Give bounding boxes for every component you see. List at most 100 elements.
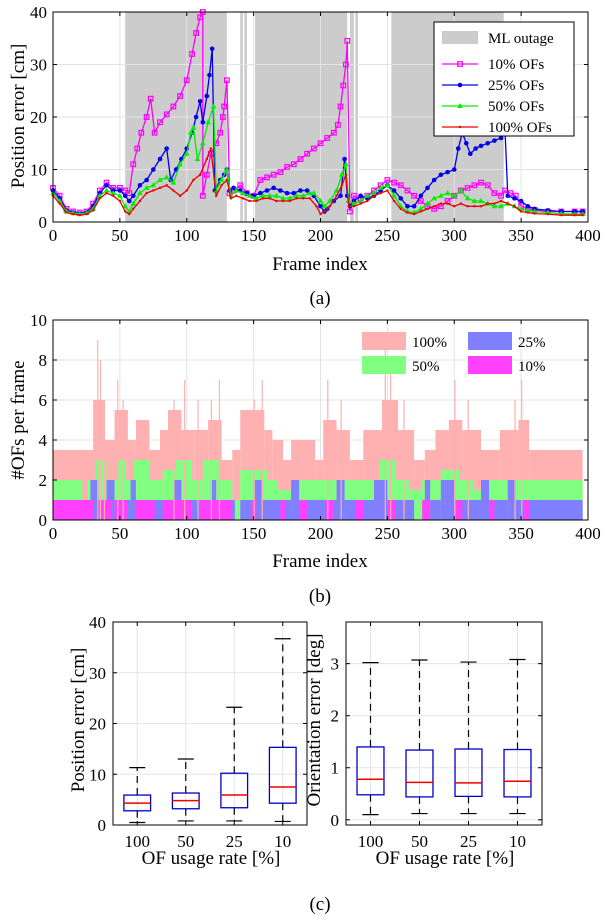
a-legend-label-2: 50% OFs <box>488 99 544 115</box>
b-bar-2-13 <box>253 480 262 520</box>
a-point-2-38 <box>273 192 280 198</box>
b-bar-2-26 <box>481 480 490 520</box>
c2-xtick-label-0: 100 <box>358 832 384 851</box>
a-point-3-47 <box>340 184 344 187</box>
a-series-100-ofs <box>51 147 584 217</box>
a-point-1-69 <box>438 172 444 178</box>
a-point-0-28 <box>199 192 206 199</box>
a-point-3-73 <box>506 202 509 205</box>
a-legend-label-3: 100% OFs <box>488 120 552 136</box>
a-point-2-50 <box>343 161 349 167</box>
a-point-0-14 <box>134 145 141 152</box>
b-legend-label-3: 10% <box>518 359 546 375</box>
b-ylabel: #OFs per frame <box>8 360 29 479</box>
a-point-2-31 <box>228 192 234 198</box>
a-point-1-76 <box>473 146 478 151</box>
a-point-2-74 <box>498 203 504 209</box>
c1-xtick-label-3: 10 <box>274 832 291 851</box>
a-point-2-25 <box>200 140 206 146</box>
a-point-3-69 <box>479 205 483 208</box>
a-point-2-56 <box>377 184 384 190</box>
a-point-0-22 <box>177 93 183 99</box>
b-spike-10 <box>253 400 255 520</box>
a-point-3-55 <box>386 189 389 192</box>
a-point-2-62 <box>418 205 424 211</box>
a-point-1-57 <box>358 193 363 199</box>
c1-ytick-label-2: 20 <box>89 715 106 734</box>
a-point-3-41 <box>308 197 311 200</box>
a-point-3-71 <box>493 202 496 205</box>
b-xtick-label-6: 300 <box>442 524 468 543</box>
a-legend-swatch-outage <box>442 31 478 44</box>
c2-box-50 <box>405 659 434 815</box>
a-point-3-14 <box>138 199 142 203</box>
a-point-2-78 <box>525 207 531 213</box>
a-point-3-68 <box>473 205 476 208</box>
c1-boxes <box>123 638 297 824</box>
b-legend-swatch-2 <box>468 332 512 350</box>
b-bar-3-4 <box>114 500 128 520</box>
a-point-3-60 <box>419 210 423 213</box>
a-point-2-10 <box>117 192 123 198</box>
a-point-2-65 <box>438 192 444 198</box>
a-point-0-26 <box>197 14 204 21</box>
a-ytick-label-2: 20 <box>30 108 47 127</box>
a-point-2-34 <box>246 192 253 198</box>
a-point-3-42 <box>315 205 318 208</box>
a-point-3-39 <box>295 197 298 200</box>
a-point-1-12 <box>126 198 132 204</box>
a-point-2-66 <box>444 190 451 196</box>
a-point-0-78 <box>478 179 484 186</box>
a-point-0-77 <box>471 182 478 189</box>
a-point-1-71 <box>451 167 457 172</box>
a-point-3-81 <box>581 213 584 217</box>
c2-iqr-2 <box>454 748 483 798</box>
a-point-1-13 <box>130 193 136 199</box>
a-point-3-12 <box>128 212 131 216</box>
a-point-0-35 <box>223 77 230 84</box>
c2-xtick-label-3: 10 <box>509 832 526 851</box>
a-legend-marker-2 <box>457 103 463 108</box>
a-point-0-55 <box>340 82 347 89</box>
b-bars-group <box>53 340 583 520</box>
a-point-2-16 <box>150 182 157 188</box>
a-point-1-17 <box>157 156 163 162</box>
a-point-3-76 <box>526 211 530 214</box>
c2-xlabel: OF usage rate [%] <box>376 848 515 869</box>
a-point-1-26 <box>200 119 206 125</box>
a-point-2-30 <box>224 166 230 172</box>
b-spike-15 <box>390 360 392 520</box>
a-point-3-63 <box>439 202 443 205</box>
a-point-2-49 <box>339 171 345 177</box>
b-spike-7 <box>197 400 199 520</box>
c2-ytick-label-0: 0 <box>331 811 340 830</box>
a-point-2-21 <box>183 150 190 156</box>
a-point-0-51 <box>324 135 331 141</box>
a-point-2-39 <box>280 195 286 201</box>
a-xtick-label-3: 150 <box>241 226 267 245</box>
a-point-0-54 <box>337 103 344 110</box>
a-legend: ML outage 10% OFs 25% OFs 50% OFs 100% OFs <box>433 21 575 137</box>
b-bar-2-28 <box>507 480 516 520</box>
a-point-3-45 <box>328 205 332 208</box>
a-series-group <box>50 9 586 217</box>
a-xtick-label-6: 300 <box>442 226 468 245</box>
a-point-2-40 <box>286 195 293 201</box>
a-point-3-52 <box>366 199 369 203</box>
b-bar-3-6 <box>135 500 155 520</box>
b-bar-2-23 <box>430 500 441 520</box>
c2-ylabel: Orientation error [deg] <box>304 633 325 806</box>
b-legend-swatch-0 <box>362 332 406 350</box>
a-point-2-45 <box>317 198 324 203</box>
b-spike-0 <box>97 340 99 520</box>
b-spike-4 <box>122 400 124 520</box>
a-point-1-77 <box>478 143 484 149</box>
a-point-1-82 <box>505 193 511 199</box>
a-point-1-66 <box>418 193 424 199</box>
a-xlabel: Frame index <box>272 254 368 275</box>
a-point-2-67 <box>451 192 458 198</box>
a-point-2-35 <box>253 195 260 201</box>
c2-iqr-1 <box>405 749 434 798</box>
a-point-1-42 <box>278 188 283 193</box>
